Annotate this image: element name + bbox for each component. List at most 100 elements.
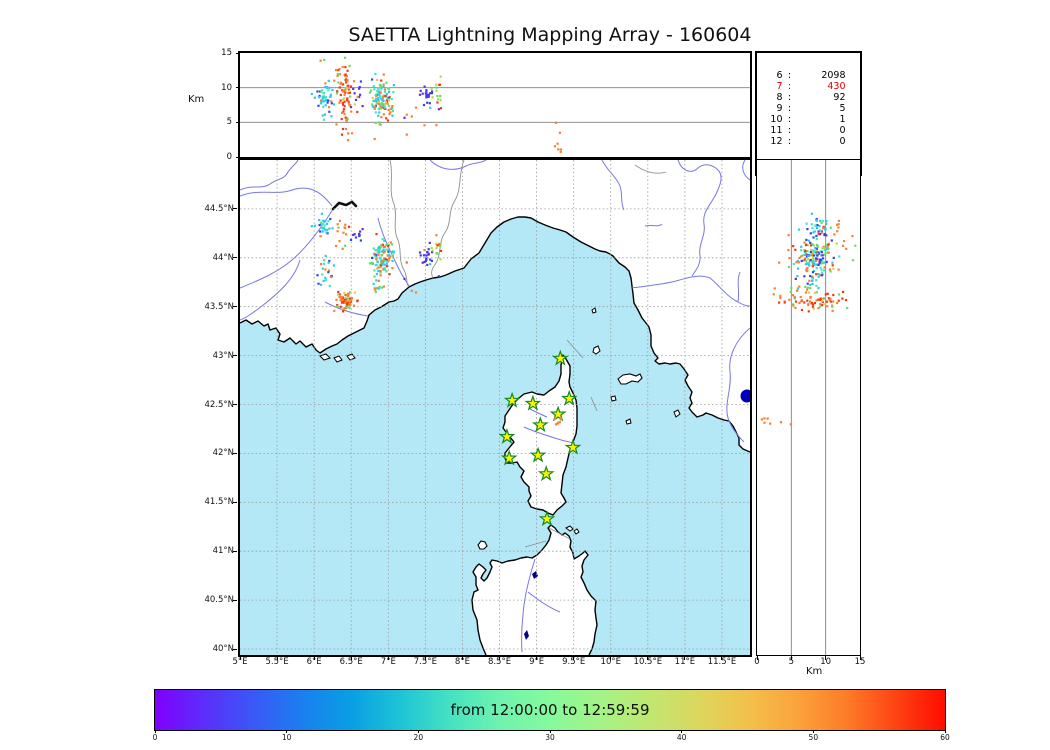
lightning-source-point [383,245,386,248]
lightning-source-point [379,79,382,82]
lightning-source-point [385,99,388,102]
lightning-source-point [377,90,380,93]
lightning-source-point [382,112,385,115]
lightning-source-point [387,258,390,261]
lightning-source-point [810,222,813,225]
lightning-source-point [379,104,382,107]
lightning-source-point [818,219,821,222]
lightning-source-point [348,95,351,98]
lightning-source-point [355,299,358,302]
lightning-source-point [410,289,413,292]
lightning-source-point [379,249,382,253]
lightning-source-point [340,117,343,120]
lightning-source-point [803,256,806,260]
lightning-source-point [315,89,319,93]
lightning-source-point [804,268,807,272]
lightning-source-point [324,254,327,257]
lightning-source-point [386,118,389,122]
lightning-source-point [814,250,818,253]
lightning-source-point [806,282,809,285]
lightning-source-point [343,244,346,247]
lightning-source-point [348,306,351,309]
lightning-source-point [830,238,833,242]
lightning-source-point [829,269,832,272]
lightning-source-point [390,266,393,269]
lightning-source-point [378,256,381,259]
lightning-source-point [337,295,341,298]
station-count-legend: 6:2098 7:430 8:92 9:5 10:1 11:0 12:0 [754,50,862,176]
lightning-source-point [820,303,823,306]
map-lat-tickmark [233,306,237,308]
lightning-source-point [371,104,374,108]
lightning-source-point [554,422,557,425]
lightning-source-point [768,422,771,425]
lightning-source-point [340,111,343,114]
mainland-coastline [239,215,750,453]
lightning-source-point [339,298,342,301]
lightning-source-point [437,107,440,110]
lightning-source-point [349,298,352,301]
lightning-source-point [787,298,790,301]
lightning-source-point [799,295,802,298]
lightning-source-point [425,101,428,104]
lightning-source-point [336,229,339,232]
lightning-source-point [430,90,433,93]
lightning-source-point [343,56,346,59]
lightning-source-point [392,83,395,86]
lightning-source-point [820,246,824,249]
lightning-source-point [791,244,794,247]
lightning-source-point [382,268,385,271]
lightning-source-point [837,292,840,296]
lightning-source-point [828,297,831,300]
lightning-source-point [342,291,345,294]
lightning-source-point [778,294,781,297]
lightning-source-point [355,110,358,113]
top-ytick-15: 15 [221,48,232,58]
lightning-source-point [835,229,838,232]
lightning-source-point [390,97,393,100]
lightning-source-point [345,98,348,101]
lightning-source-point [384,81,387,84]
legend-cell: : [787,69,792,81]
lightning-source-point [391,90,394,93]
lightning-source-point [341,65,344,68]
lightning-source-point [343,223,346,226]
lightning-source-point [319,90,322,93]
lightning-source-point [334,122,338,125]
lightning-source-point [800,308,803,311]
lightning-source-point [796,267,799,270]
lightning-source-point [381,95,384,98]
lightning-source-point [837,254,840,258]
lightning-source-point [353,91,356,94]
sardinia-island [471,524,597,655]
lightning-source-point [379,84,382,87]
station-star-5 [549,404,567,421]
lightning-source-point [324,98,328,101]
lightning-source-point [324,95,327,98]
colorbar-tick-30: 30 [545,733,555,742]
lightning-source-point [425,250,429,253]
lightning-source-point [373,107,376,110]
lightning-source-point [414,290,417,294]
lightning-source-point [379,87,382,90]
map-lon-tick-10.5: 10.5°E [633,657,663,667]
legend-cell: 9 [776,102,783,114]
station-star-2 [503,391,521,408]
lightning-source-point [816,286,820,289]
legend-cell: 12 [770,135,783,147]
lightning-source-point [379,271,382,274]
lightning-source-point [335,89,338,92]
lightning-source-point [794,300,797,303]
legend-rows: 6:2098 7:430 8:92 9:5 10:1 11:0 12:0 [757,70,860,147]
lightning-source-point [344,296,347,299]
lightning-source-point [338,85,341,89]
lightning-source-point [851,258,854,261]
lightning-source-point [819,253,822,256]
lightning-source-point [376,246,379,249]
lightning-source-point [842,239,845,242]
lightning-source-point [329,114,333,117]
lightning-source-point [322,226,325,229]
lightning-source-point [378,245,382,248]
lightning-source-point [346,84,349,87]
lightning-source-point [425,263,428,266]
